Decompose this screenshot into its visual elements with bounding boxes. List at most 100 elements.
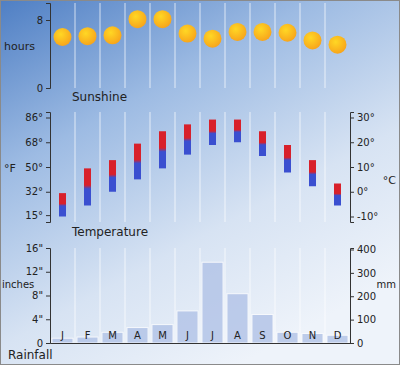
tick: 100 — [350, 314, 376, 325]
tick: 8" — [32, 290, 50, 301]
axis-title: Sunshine — [72, 90, 127, 104]
grid — [75, 248, 325, 343]
marks — [54, 10, 347, 54]
tick-mark — [46, 118, 50, 119]
tick-label: A — [134, 330, 141, 341]
tick-label: 32° — [25, 186, 43, 197]
tick-label: 50° — [25, 162, 43, 173]
tick: 4" — [32, 314, 50, 325]
tick: A — [134, 330, 141, 343]
sun-marker — [129, 10, 147, 28]
tick-label: 86° — [25, 112, 43, 123]
sun-marker — [254, 23, 272, 41]
tick-mark — [350, 167, 354, 168]
tick: 0 — [350, 338, 363, 349]
grid — [75, 3, 325, 88]
axis-title: mm — [377, 279, 396, 290]
tick-label: 16" — [26, 243, 43, 254]
tick-label: M — [108, 330, 117, 341]
grid-line — [275, 112, 276, 222]
grid-line — [100, 248, 101, 343]
tick-mark — [46, 319, 50, 320]
tick: 300 — [350, 268, 376, 279]
axis: 15°32°50°68°86° — [25, 112, 50, 222]
tick-label: 300 — [357, 268, 376, 279]
temperature-bar — [284, 145, 291, 173]
tick: 86° — [25, 112, 50, 123]
tick: 16" — [26, 243, 50, 254]
tick-label: 10° — [357, 162, 375, 173]
axis-title: hours — [4, 40, 35, 53]
tick-label: 100 — [357, 314, 376, 325]
tick-mark — [46, 296, 50, 297]
tick: 0° — [350, 186, 368, 197]
grid-line — [175, 112, 176, 222]
tick-label: F — [85, 330, 91, 341]
tick: 32° — [25, 186, 50, 197]
temperature-bar — [259, 131, 266, 156]
grid-line — [150, 248, 151, 343]
rain-bar — [202, 262, 223, 343]
grid-line — [100, 3, 101, 88]
tick: 10° — [350, 162, 375, 173]
grid-line — [225, 3, 226, 88]
rain-bar — [177, 311, 198, 343]
background — [1, 1, 400, 365]
axis-title: Rainfall — [8, 348, 53, 362]
tick: 20° — [350, 137, 375, 148]
tick-mark — [46, 215, 50, 216]
tick-mark — [350, 117, 354, 118]
tick-label: 200 — [357, 291, 376, 302]
tick-label: 4" — [32, 314, 43, 325]
sun-marker — [54, 28, 72, 46]
tick-mark — [350, 296, 354, 297]
tick-mark — [350, 343, 354, 344]
axis-title: Temperature — [71, 225, 148, 239]
tick-label: S — [259, 330, 265, 341]
tick-mark — [46, 20, 50, 21]
tick-label: A — [234, 330, 241, 341]
grid-line — [200, 112, 201, 222]
axis-line — [351, 113, 355, 223]
tick-mark — [46, 142, 50, 143]
grid-line — [325, 3, 326, 88]
tick-label: M — [158, 330, 167, 341]
axis-line — [46, 4, 51, 89]
tick: M — [158, 330, 167, 343]
tick-label: 0 — [37, 83, 43, 94]
sun-marker — [279, 24, 297, 42]
tick-mark — [350, 249, 354, 250]
tick: 50° — [25, 162, 50, 173]
axis-line — [351, 249, 355, 344]
grid-line — [125, 3, 126, 88]
tick: D — [334, 330, 342, 343]
tick-label: 8" — [32, 290, 43, 301]
tick: 8 — [37, 15, 50, 26]
tick-label: 30° — [357, 112, 375, 123]
tick: M — [108, 330, 117, 343]
axis-line — [51, 343, 351, 344]
grid-line — [325, 248, 326, 343]
tick-label: 15° — [25, 210, 43, 221]
rain-bar — [127, 328, 148, 343]
tick-label: -10° — [357, 211, 378, 222]
tick-mark — [46, 88, 50, 89]
tick-label: 400 — [357, 244, 376, 255]
tick: F — [85, 330, 91, 343]
grid-line — [75, 3, 76, 88]
temperature-bar — [234, 120, 241, 143]
axis-line — [46, 249, 51, 344]
tick-mark — [350, 320, 354, 321]
grid-line — [175, 248, 176, 343]
tick-label: J — [185, 330, 189, 341]
tick: 400 — [350, 244, 376, 255]
tick-label: J — [60, 330, 64, 341]
tick-label: J — [210, 330, 214, 341]
tick-label: O — [284, 330, 292, 341]
sun-marker — [154, 10, 172, 28]
temperature-bar — [134, 144, 141, 180]
grid-line — [125, 248, 126, 343]
grid-line — [75, 248, 76, 343]
temperature-bar — [334, 184, 341, 206]
tick-label: 0 — [357, 338, 363, 349]
